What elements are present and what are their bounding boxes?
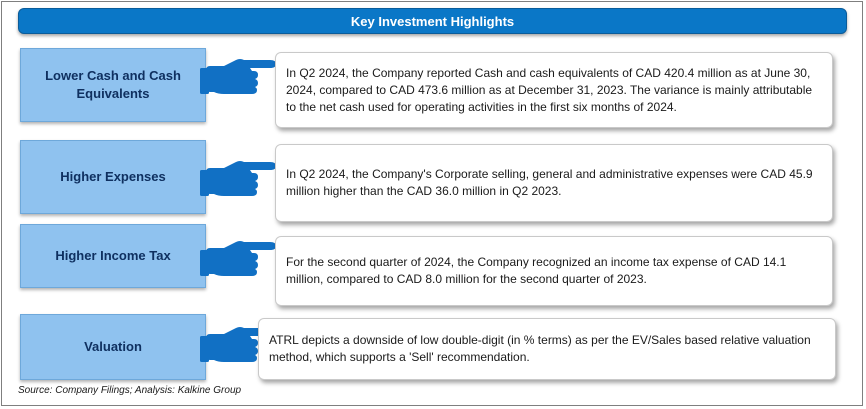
highlight-text-cash: In Q2 2024, the Company reported Cash an… (275, 52, 833, 128)
pointing-hand-icon (200, 241, 276, 276)
highlight-text-income-tax: For the second quarter of 2024, the Comp… (275, 236, 833, 306)
pointing-hand-icon (200, 161, 276, 196)
highlight-text-expenses: In Q2 2024, the Company's Corporate sell… (275, 144, 833, 222)
page-title: Key Investment Highlights (18, 8, 847, 34)
highlight-label-income-tax: Higher Income Tax (20, 224, 206, 288)
pointing-hand-icon (200, 59, 276, 94)
highlight-text-valuation: ATRL depicts a downside of low double-di… (258, 318, 836, 380)
source-note: Source: Company Filings; Analysis: Kalki… (18, 385, 242, 396)
highlight-label-valuation: Valuation (20, 314, 206, 380)
highlight-label-cash: Lower Cash and Cash Equivalents (20, 48, 206, 122)
highlight-label-expenses: Higher Expenses (20, 140, 206, 214)
